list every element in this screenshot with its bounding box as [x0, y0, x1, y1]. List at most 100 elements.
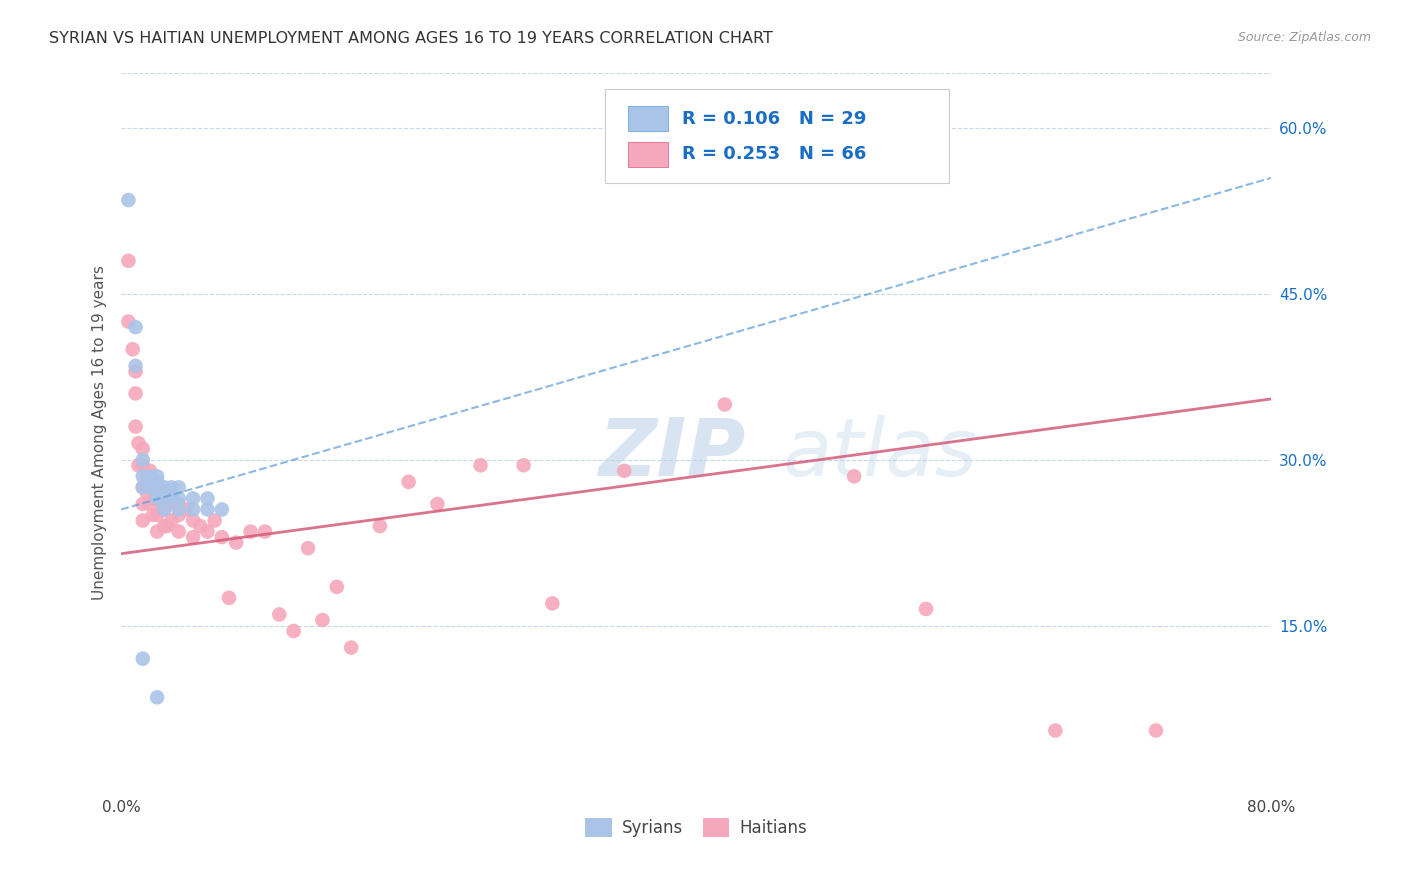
Point — [146, 508, 169, 522]
Point — [153, 491, 176, 506]
Point — [139, 475, 162, 489]
Point — [714, 397, 737, 411]
Point — [239, 524, 262, 539]
Point — [167, 502, 190, 516]
Point — [132, 480, 155, 494]
Point — [132, 442, 155, 456]
Point — [117, 193, 139, 207]
Point — [153, 519, 176, 533]
Point — [117, 253, 139, 268]
Point — [211, 530, 233, 544]
Point — [136, 486, 159, 500]
Point — [132, 497, 155, 511]
Text: SYRIAN VS HAITIAN UNEMPLOYMENT AMONG AGES 16 TO 19 YEARS CORRELATION CHART: SYRIAN VS HAITIAN UNEMPLOYMENT AMONG AGE… — [49, 31, 773, 46]
Point — [153, 502, 176, 516]
Point — [197, 524, 219, 539]
Point — [311, 613, 333, 627]
Text: R = 0.106   N = 29: R = 0.106 N = 29 — [682, 110, 866, 128]
Point — [842, 469, 865, 483]
Point — [132, 469, 155, 483]
Point — [146, 491, 169, 506]
Text: Source: ZipAtlas.com: Source: ZipAtlas.com — [1237, 31, 1371, 45]
Point — [136, 469, 159, 483]
Point — [121, 343, 143, 357]
Point — [153, 480, 176, 494]
Point — [132, 514, 155, 528]
Point — [253, 524, 276, 539]
Point — [181, 502, 204, 516]
Point — [204, 514, 226, 528]
Point — [398, 475, 420, 489]
Point — [156, 497, 179, 511]
Point — [167, 480, 190, 494]
Point — [160, 491, 183, 506]
Point — [197, 502, 219, 516]
Point — [127, 436, 149, 450]
Point — [132, 452, 155, 467]
Point — [146, 491, 169, 506]
Point — [470, 458, 492, 473]
Point — [139, 480, 162, 494]
Point — [167, 524, 190, 539]
Point — [160, 491, 183, 506]
Point — [146, 469, 169, 483]
Point — [142, 491, 165, 506]
Point — [127, 458, 149, 473]
Point — [167, 508, 190, 522]
Point — [124, 320, 146, 334]
Point — [368, 519, 391, 533]
Text: ZIP: ZIP — [599, 415, 745, 492]
Point — [225, 535, 247, 549]
Text: atlas: atlas — [782, 415, 977, 492]
Point — [132, 458, 155, 473]
Point — [426, 497, 449, 511]
Point — [181, 491, 204, 506]
Legend: Syrians, Haitians: Syrians, Haitians — [578, 812, 814, 844]
Point — [142, 508, 165, 522]
Point — [153, 502, 176, 516]
Point — [613, 464, 636, 478]
Point — [117, 315, 139, 329]
Point — [153, 486, 176, 500]
Y-axis label: Unemployment Among Ages 16 to 19 years: Unemployment Among Ages 16 to 19 years — [93, 265, 107, 599]
Point — [167, 497, 190, 511]
Point — [326, 580, 349, 594]
Point — [269, 607, 291, 622]
Point — [139, 464, 162, 478]
Point — [174, 502, 197, 516]
Point — [181, 530, 204, 544]
Point — [132, 480, 155, 494]
Point — [340, 640, 363, 655]
Point — [153, 491, 176, 506]
Point — [541, 596, 564, 610]
Point — [124, 364, 146, 378]
Point — [142, 480, 165, 494]
Point — [150, 486, 173, 500]
Point — [146, 475, 169, 489]
Point — [915, 602, 938, 616]
Point — [139, 480, 162, 494]
Point — [160, 514, 183, 528]
Point — [146, 486, 169, 500]
Point — [197, 491, 219, 506]
Point — [139, 497, 162, 511]
Point — [139, 469, 162, 483]
Point — [218, 591, 240, 605]
Point — [211, 502, 233, 516]
Point — [124, 386, 146, 401]
Point — [297, 541, 319, 556]
Text: R = 0.253   N = 66: R = 0.253 N = 66 — [682, 145, 866, 163]
Point — [160, 480, 183, 494]
Point — [181, 514, 204, 528]
Point — [124, 419, 146, 434]
Point — [156, 519, 179, 533]
Point — [1045, 723, 1067, 738]
Point — [146, 480, 169, 494]
Point — [188, 519, 211, 533]
Point — [1144, 723, 1167, 738]
Point — [124, 359, 146, 373]
Point — [132, 651, 155, 665]
Point — [167, 491, 190, 506]
Point — [283, 624, 305, 638]
Point — [146, 524, 169, 539]
